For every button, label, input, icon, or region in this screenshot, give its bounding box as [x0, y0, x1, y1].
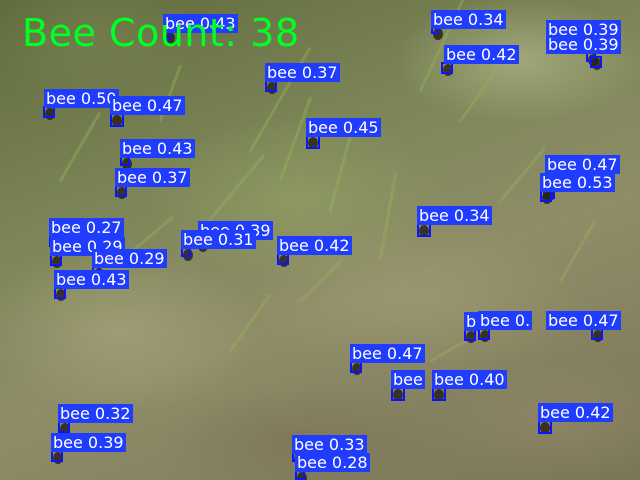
grass-blade: [298, 258, 344, 303]
grass-blade: [558, 220, 597, 283]
detection-box: [432, 387, 446, 401]
detection-box: [391, 387, 405, 401]
detection-label: bee 0.39: [51, 433, 126, 452]
detection-label: bee 0.47: [546, 311, 621, 330]
detection-label: bee 0.47: [350, 344, 425, 363]
detection-box: [417, 223, 431, 237]
bee-insect: [542, 192, 552, 204]
detection-label: bee 0.42: [444, 45, 519, 64]
detection-label: bee 0.53: [540, 173, 615, 192]
detection-label: bee 0.39: [546, 35, 621, 54]
bee-insect: [45, 108, 55, 120]
detection-label: bee 0.50: [44, 89, 119, 108]
bee-insect: [592, 58, 602, 70]
bee-insect: [443, 64, 453, 76]
grass-blade: [378, 172, 398, 262]
bee-insect: [297, 472, 307, 480]
bee-insect: [56, 289, 66, 301]
detection-label: bee 0.43: [120, 139, 195, 158]
detection-label: bee 0.39: [546, 20, 621, 39]
bee-insect: [419, 225, 429, 237]
bee-insect: [434, 389, 444, 401]
bee-insect: [593, 330, 603, 342]
bee-insect: [267, 82, 277, 94]
detection-label: bee 0.45: [306, 118, 381, 137]
bee-insect: [60, 423, 70, 435]
detection-label: bee 0.37: [115, 168, 190, 187]
detection-label: bee 0.28: [295, 453, 370, 472]
detection-label: bee 0.32: [58, 404, 133, 423]
detection-label: bee 0.42: [538, 403, 613, 422]
detection-label: bee: [391, 370, 425, 389]
bee-insect: [352, 363, 362, 375]
detection-label: bee 0.29: [92, 249, 167, 268]
detection-label: bee 0.43: [163, 14, 238, 33]
detection-label: bee 0.47: [110, 96, 185, 115]
detection-label: bee 0.47: [545, 155, 620, 174]
bee-insect: [393, 389, 403, 401]
detection-label: bee 0.33: [292, 435, 367, 454]
bee-insect: [52, 256, 62, 268]
detection-label: bee 0.40: [432, 370, 507, 389]
detection-box: [538, 420, 552, 434]
detection-box: [110, 113, 124, 127]
detection-label: bee 0.37: [265, 63, 340, 82]
detection-label: b: [464, 312, 479, 331]
bee-insect: [480, 330, 490, 342]
detection-label: bee 0.43: [54, 270, 129, 289]
grass-blade: [228, 293, 272, 353]
bee-insect: [53, 452, 63, 464]
detection-label: bee 0.27: [49, 218, 124, 237]
bee-insect: [117, 187, 127, 199]
grass-blade: [58, 111, 102, 183]
detection-label: bee 0.34: [431, 10, 506, 29]
detection-label: bee 0.: [478, 311, 533, 330]
detection-box: [590, 56, 602, 68]
detection-label: bee 0.34: [417, 206, 492, 225]
bee-insect: [112, 115, 122, 127]
bee-insect: [308, 137, 318, 149]
bee-insect: [466, 331, 476, 343]
detection-box: [306, 135, 320, 149]
bee-insect: [540, 422, 550, 434]
bee-count-label: Bee Count: 38: [22, 11, 300, 55]
bee-insect: [279, 255, 289, 267]
detection-label: bee 0.31: [181, 230, 256, 249]
bee-insect: [433, 28, 443, 40]
grass-blade: [328, 133, 353, 212]
detection-label: bee 0.42: [277, 236, 352, 255]
